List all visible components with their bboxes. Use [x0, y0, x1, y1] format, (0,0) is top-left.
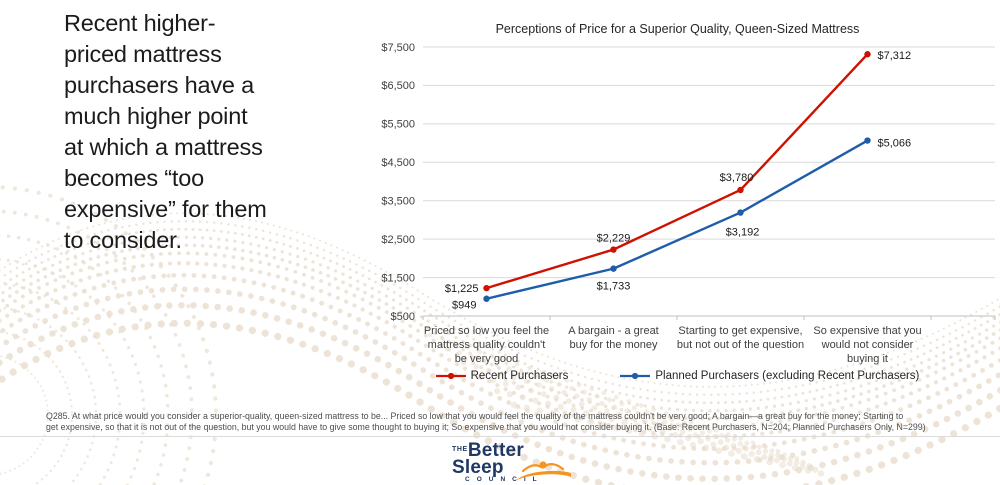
- category-line: buy for the money: [569, 339, 658, 351]
- headline-line: becomes “too: [64, 165, 204, 191]
- wave-fan-arc: [0, 209, 194, 485]
- category-line: Priced so low you feel the: [423, 325, 550, 337]
- headline-line: at which a mattress: [64, 134, 263, 160]
- data-point-label: $7,312: [878, 50, 912, 62]
- data-point: [864, 51, 871, 58]
- wave-strand: [0, 212, 1000, 388]
- category-line: A bargain - a great: [568, 325, 659, 337]
- wave-fan-arc: [0, 330, 74, 485]
- series-line-planned: [486, 139, 869, 300]
- headline-line: much higher point: [64, 103, 248, 129]
- wave-halftone-row: [494, 387, 827, 475]
- wave-strand: [0, 272, 1000, 452]
- category-line: would not consider: [821, 339, 914, 351]
- wave-fan-arc: [0, 282, 122, 485]
- divider-line: [0, 436, 1000, 437]
- legend: Recent Purchasers Planned Purchasers (exc…: [355, 370, 1000, 382]
- category-line: So expensive that you: [813, 325, 922, 337]
- y-axis-tick-label: $6,500: [381, 80, 415, 92]
- wave-strand: [0, 302, 1000, 482]
- wave-fan-arc: [0, 355, 49, 475]
- x-axis-category-label: Starting to get expensive, but not out of…: [661, 324, 821, 352]
- y-axis-tick-label: $500: [391, 311, 415, 323]
- wave-strand: [0, 243, 1000, 421]
- wave-strand: [0, 235, 1000, 413]
- footnote-line: Q285. At what price would you consider a…: [46, 411, 904, 421]
- y-axis-tick-label: $2,500: [381, 234, 415, 246]
- wave-halftone-row: [444, 346, 801, 462]
- logo-sleep: Sleep: [452, 457, 504, 478]
- y-axis-tick-label: $1,500: [381, 272, 415, 284]
- data-point: [483, 284, 490, 292]
- data-point-label: $2,229: [597, 233, 631, 245]
- headline-line: priced mattress: [64, 41, 222, 67]
- category-line: Starting to get expensive,: [678, 325, 803, 337]
- data-point: [483, 295, 490, 302]
- legend-item-recent: Recent Purchasers: [435, 370, 569, 382]
- footnote-line: get expensive, so that it is not out of …: [46, 421, 926, 432]
- y-axis-tick-label: $3,500: [381, 196, 415, 208]
- data-point: [737, 209, 744, 216]
- data-point-label: $3,192: [726, 227, 760, 239]
- wave-fan-arc: [0, 233, 170, 485]
- data-point-label: $5,066: [878, 138, 912, 150]
- data-point: [610, 246, 617, 253]
- data-point-label: $3,780: [720, 172, 754, 184]
- data-point: [737, 186, 744, 194]
- x-axis-category-labels: Priced so low you feel the mattress quali…: [355, 324, 1000, 368]
- chart-title: Perceptions of Price for a Superior Qual…: [495, 22, 860, 36]
- wave-strand: [0, 227, 1000, 405]
- wave-strand: [0, 286, 1000, 466]
- logo-better: Better: [467, 440, 524, 461]
- x-axis-category-label: So expensive that you would not consider b…: [788, 324, 948, 366]
- legend-item-planned: Planned Purchasers (excluding Recent Pur…: [620, 370, 919, 382]
- plot-area: $500 $1,500 $2,500 $3,500 $4,500 $5,500 $6,500…: [381, 42, 996, 323]
- y-axis-tick-label: $5,500: [381, 119, 415, 131]
- wave-halftone-row: [477, 374, 819, 471]
- wave-fan-arc: [0, 185, 218, 485]
- logo: THE Better Sleep C O U N C I L: [452, 440, 577, 484]
- series-line-recent: [486, 53, 869, 290]
- y-axis-tick-label: $4,500: [381, 157, 415, 169]
- headline-line: expensive” for them: [64, 196, 267, 222]
- logo-council: C O U N C I L: [465, 476, 540, 483]
- legend-item-label: Recent Purchasers: [470, 370, 569, 382]
- headline-line: to consider.: [64, 227, 182, 253]
- wave-fan-arc: [0, 306, 98, 485]
- chart: Perceptions of Price for a Superior Qual…: [355, 18, 1000, 404]
- x-axis-category-label: Priced so low you feel the mattress quali…: [407, 324, 567, 366]
- headline-line: Recent higher-: [64, 10, 216, 36]
- wave-halftone-row: [427, 332, 793, 458]
- category-line: but not out of the question: [676, 339, 805, 351]
- headline-line: purchasers have a: [64, 72, 254, 98]
- category-line: mattress quality couldn't: [427, 339, 546, 351]
- legend-marker-recent-icon: [435, 372, 466, 380]
- data-point: [610, 265, 617, 272]
- sleeper-icon: [515, 461, 571, 481]
- headline-text: Recent higher-priced mattress purchasers …: [64, 8, 324, 256]
- legend-item-label: Planned Purchasers (excluding Recent Pur…: [655, 370, 920, 382]
- x-axis-category-label: A bargain - a great buy for the money: [534, 324, 694, 352]
- legend-marker-planned-icon: [620, 372, 651, 380]
- wave-halftone-row: [510, 401, 836, 480]
- data-point-label: $1,225: [445, 283, 479, 295]
- logo-the: THE: [452, 446, 468, 453]
- category-line: buying it: [847, 353, 888, 365]
- footnote-text: Q285. At what price would you consider a…: [46, 411, 962, 433]
- data-point-label: $949: [452, 300, 476, 312]
- category-line: be very good: [454, 353, 519, 365]
- data-point: [864, 137, 871, 144]
- wave-strand: [0, 319, 1000, 485]
- data-point-label: $1,733: [597, 281, 631, 293]
- y-axis-tick-label: $7,500: [381, 42, 415, 54]
- wave-fan-arc: [0, 257, 146, 485]
